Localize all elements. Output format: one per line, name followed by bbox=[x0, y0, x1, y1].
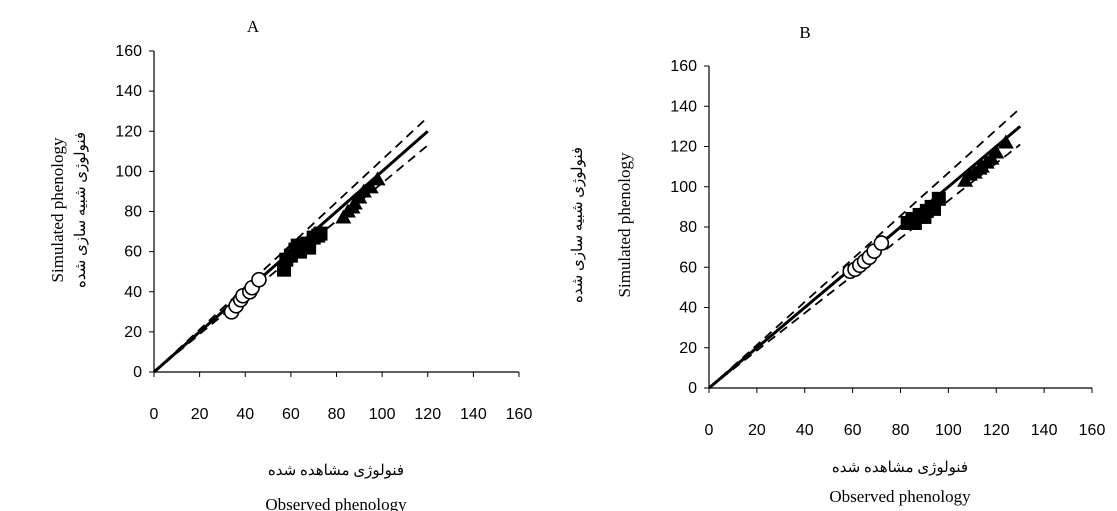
x-tick-label: 120 bbox=[414, 406, 441, 423]
triangle-point bbox=[355, 183, 372, 198]
chart-a: 0 20 40 60 80 100 120 140 160 0 20 40 60 80 100 120 140 1… bbox=[48, 17, 532, 511]
bound-line bbox=[708, 107, 1021, 389]
x-tick-label: 120 bbox=[983, 422, 1010, 439]
x-tick-label: 60 bbox=[844, 422, 862, 439]
x-axis-label-fa: فنولوژی مشاهده شده bbox=[832, 460, 968, 476]
x-tick-label: 100 bbox=[369, 406, 396, 423]
y-tick-label: 60 bbox=[679, 259, 697, 276]
y-tick-label: 80 bbox=[679, 219, 697, 236]
x-tick-label: 20 bbox=[748, 422, 766, 439]
x-tick-label: 160 bbox=[1079, 422, 1106, 439]
y-tick-label: 160 bbox=[670, 58, 697, 75]
y-tick-label: 120 bbox=[115, 123, 142, 140]
y-tick-label: 0 bbox=[133, 364, 142, 381]
x-tick-label: 100 bbox=[935, 422, 962, 439]
y-axis-label: Simulated phenology bbox=[48, 137, 67, 282]
y-tick-label: 80 bbox=[124, 204, 142, 221]
x-tick-label: 140 bbox=[1031, 422, 1058, 439]
x-tick-label: 80 bbox=[328, 406, 346, 423]
triangle-point bbox=[988, 144, 1005, 159]
x-tick-label: 160 bbox=[506, 406, 533, 423]
triangle-point bbox=[369, 171, 386, 186]
circle-point bbox=[251, 271, 267, 288]
square-point bbox=[931, 191, 946, 206]
y-axis-label: Simulated phenology bbox=[615, 152, 634, 297]
chart-title: B bbox=[799, 23, 810, 42]
y-tick-label: 140 bbox=[115, 83, 142, 100]
x-tick-label: 0 bbox=[150, 406, 159, 423]
x-tick-label: 140 bbox=[460, 406, 487, 423]
y-axis-label-fa: فنولوژی شبیه سازی شده bbox=[570, 147, 586, 303]
y-tick-label: 40 bbox=[679, 300, 697, 317]
x-tick-label: 20 bbox=[191, 406, 209, 423]
circle-point bbox=[873, 235, 890, 251]
y-tick-label: 160 bbox=[115, 43, 142, 60]
square-point bbox=[313, 226, 328, 241]
x-tick-label: 80 bbox=[892, 422, 910, 439]
y-tick-label: 20 bbox=[679, 340, 697, 357]
y-tick-label: 140 bbox=[670, 98, 697, 115]
x-tick-label: 40 bbox=[796, 422, 814, 439]
y-tick-label: 100 bbox=[115, 163, 142, 180]
x-axis-label: Observed phenology bbox=[265, 495, 407, 511]
x-axis-label-fa: فنولوژی مشاهده شده bbox=[268, 463, 404, 479]
x-axis-label: Observed phenology bbox=[829, 487, 971, 506]
x-tick-label: 40 bbox=[236, 406, 254, 423]
chart-b: 0 20 40 60 80 100 120 140 160 0 20 40 60 80 100 120 140 1… bbox=[570, 23, 1105, 506]
y-tick-label: 100 bbox=[670, 179, 697, 196]
y-tick-label: 20 bbox=[124, 324, 142, 341]
x-tick-label: 0 bbox=[705, 422, 714, 439]
y-axis-label-fa: فنولوژی شبیه سازی شده bbox=[73, 132, 89, 288]
y-tick-label: 120 bbox=[670, 139, 697, 156]
triangle-point bbox=[997, 134, 1014, 149]
x-tick-label: 60 bbox=[282, 406, 300, 423]
triangle-point bbox=[362, 179, 379, 194]
chart-title: A bbox=[247, 17, 260, 36]
y-tick-label: 0 bbox=[688, 380, 697, 397]
y-tick-label: 60 bbox=[124, 244, 142, 261]
y-tick-label: 40 bbox=[124, 284, 142, 301]
